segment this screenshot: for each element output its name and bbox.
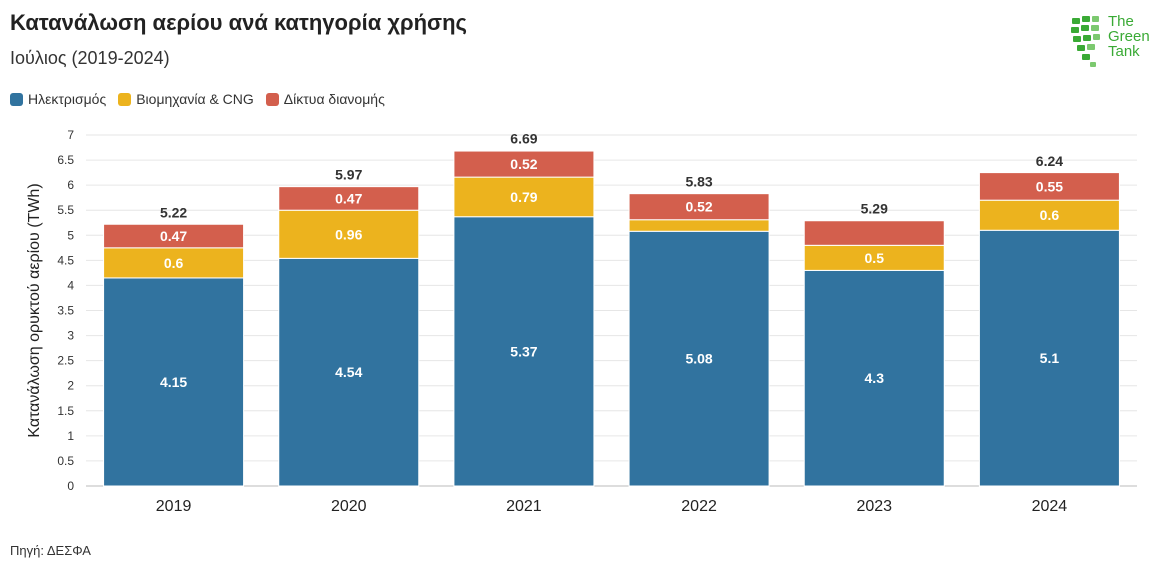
bar-segment xyxy=(628,193,770,221)
y-tick-label: 5.5 xyxy=(57,203,74,217)
legend-swatch-networks xyxy=(265,92,279,106)
x-tick-label: 2022 xyxy=(681,498,717,515)
y-tick-label: 1 xyxy=(67,429,74,443)
y-tick-label: 5 xyxy=(67,228,74,242)
bar-segment xyxy=(628,219,770,232)
bar-segment xyxy=(103,247,245,279)
total-label: 5.22 xyxy=(160,204,187,220)
data-label: 0.52 xyxy=(685,199,712,215)
leaf-logo-icon xyxy=(1071,16,1100,67)
data-label: 0.47 xyxy=(160,228,187,244)
data-label: 5.08 xyxy=(685,351,712,367)
data-label: 0.47 xyxy=(335,190,362,206)
y-tick-label: 6.5 xyxy=(57,153,74,167)
data-label: 0.79 xyxy=(510,189,537,205)
legend-swatch-industry xyxy=(118,92,132,106)
y-tick-label: 1.5 xyxy=(57,404,74,418)
y-tick-label: 0.5 xyxy=(57,454,74,468)
data-label: 0.96 xyxy=(335,226,362,242)
data-label: 0.52 xyxy=(510,156,537,172)
y-tick-label: 4.5 xyxy=(57,253,74,267)
y-axis-label: Κατανάλωση ορυκτού αερίου (TWh) xyxy=(26,183,43,437)
legend-item-industry[interactable]: Βιομηχανία & CNG xyxy=(118,91,254,107)
bar-segment xyxy=(103,223,245,249)
bar-segment xyxy=(978,172,1120,201)
bar-segment xyxy=(803,269,945,487)
data-label: 0.6 xyxy=(164,255,184,271)
data-label: 5.1 xyxy=(1040,350,1060,366)
data-label: 4.54 xyxy=(335,364,362,380)
legend-label-networks: Δίκτυα διανομής xyxy=(283,91,385,107)
data-label: 4.3 xyxy=(865,370,885,386)
bar-segment xyxy=(978,229,1120,487)
chart-title: Κατανάλωση αερίου ανά κατηγορία χρήσης xyxy=(10,10,467,35)
total-label: 5.83 xyxy=(685,174,712,190)
logo-text-line3: Tank xyxy=(1108,43,1140,60)
x-tick-label: 2024 xyxy=(1032,498,1068,515)
x-tick-label: 2023 xyxy=(856,498,892,515)
legend-label-electricity: Ηλεκτρισμός xyxy=(28,91,107,107)
bar-segment xyxy=(978,199,1120,231)
y-tick-label: 4 xyxy=(67,278,74,292)
source-note: Πηγή: ΔΕΣΦΑ xyxy=(10,543,91,558)
legend-label-industry: Βιομηχανία & CNG xyxy=(136,91,254,107)
total-label: 6.24 xyxy=(1036,153,1063,169)
y-tick-label: 0 xyxy=(67,479,74,493)
logo-text: The Green Tank xyxy=(1108,14,1150,59)
bar-segment xyxy=(278,257,420,487)
y-tick-label: 2.5 xyxy=(57,354,74,368)
y-tick-label: 6 xyxy=(67,178,74,192)
y-tick-label: 3 xyxy=(67,329,74,343)
chart-subtitle: Ιούλιος (2019-2024) xyxy=(10,48,170,68)
total-label: 5.97 xyxy=(335,167,362,183)
y-tick-label: 3.5 xyxy=(57,304,74,318)
data-label: 0.55 xyxy=(1036,178,1063,194)
bar-segment xyxy=(453,176,595,218)
bar-segment xyxy=(278,209,420,259)
y-tick-label: 2 xyxy=(67,379,74,393)
y-tick-label: 7 xyxy=(67,128,74,142)
legend-swatch-electricity xyxy=(10,92,23,106)
x-tick-label: 2021 xyxy=(506,498,542,515)
total-label: 5.29 xyxy=(861,201,888,217)
data-label: 0.6 xyxy=(1040,207,1060,223)
data-label: 4.15 xyxy=(160,374,187,390)
legend-item-electricity[interactable]: Ηλεκτρισμός xyxy=(10,91,106,107)
bar-segment xyxy=(803,220,945,246)
x-tick-label: 2019 xyxy=(156,498,192,515)
bar-segment xyxy=(278,186,420,211)
data-label: 5.37 xyxy=(510,343,537,359)
total-label: 6.69 xyxy=(510,131,537,147)
legend: Ηλεκτρισμός Βιομηχανία & CNG Δίκτυα διαν… xyxy=(10,91,385,107)
data-label: 0.5 xyxy=(865,250,885,266)
logo-text-line1: The xyxy=(1108,13,1134,30)
bar-segment xyxy=(628,230,770,487)
bar-segment xyxy=(453,150,595,178)
x-tick-label: 2020 xyxy=(331,498,367,515)
logo-text-line2: Green xyxy=(1108,28,1150,45)
legend-item-networks[interactable]: Δίκτυα διανομής xyxy=(265,91,385,107)
